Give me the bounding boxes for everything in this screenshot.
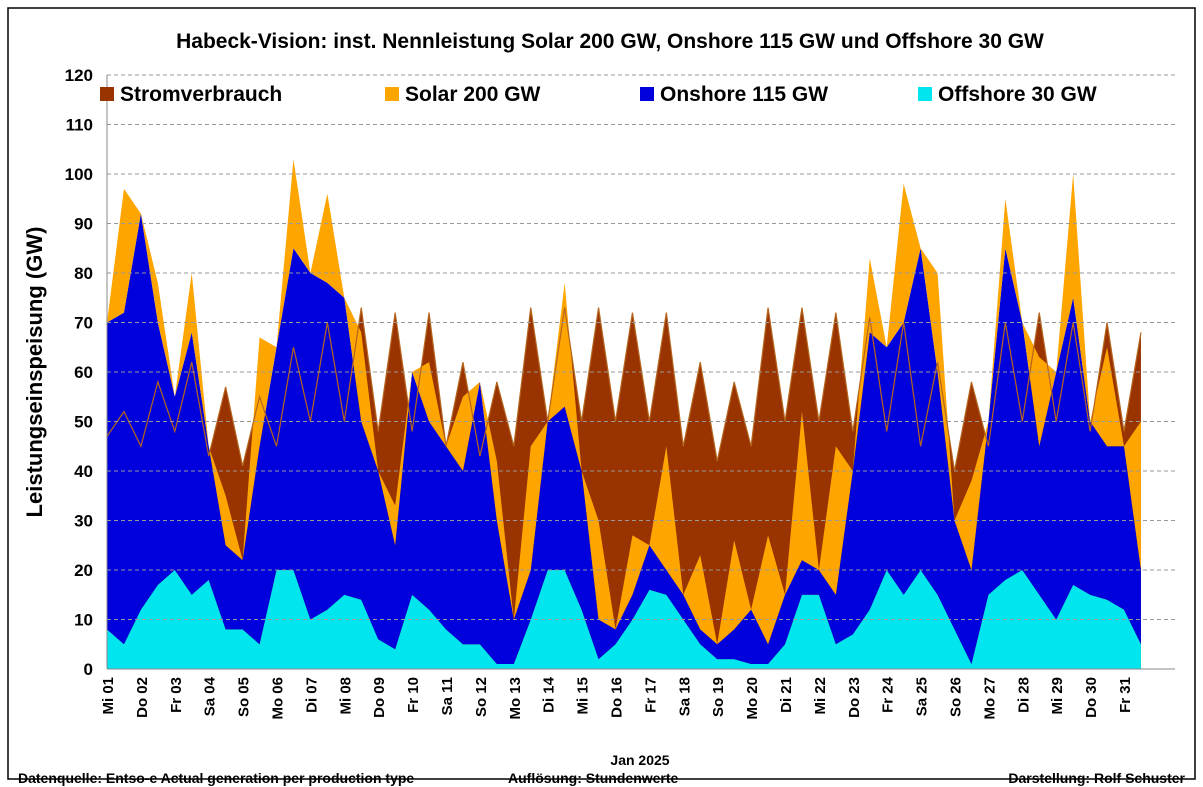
x-tick-label: Fr 10 (405, 677, 422, 713)
legend-label: Solar 200 GW (405, 83, 541, 106)
x-tick-label: Fr 24 (880, 676, 897, 713)
x-tick-label: Mi 15 (575, 677, 592, 715)
x-tick-label: Mo 27 (981, 677, 998, 720)
y-tick-label: 20 (74, 561, 93, 580)
x-tick-label: Do 23 (846, 677, 863, 718)
x-tick-label: So 12 (473, 677, 490, 717)
y-tick-label: 80 (74, 264, 93, 283)
y-tick-label: 50 (74, 413, 93, 432)
y-tick-label: 110 (66, 116, 93, 135)
x-tick-label: Mi 22 (812, 677, 829, 715)
x-tick-label: Mi 29 (1049, 677, 1066, 715)
x-tick-label: Mi 08 (337, 677, 354, 715)
x-tick-label: Di 28 (1015, 677, 1032, 713)
x-tick-label: Sa 18 (676, 677, 693, 716)
x-tick-label: Do 16 (609, 677, 626, 718)
y-tick-label: 100 (65, 165, 93, 184)
consumption-line (106, 307, 1142, 472)
legend-swatch (918, 87, 932, 101)
x-tick-label: Fr 31 (1117, 677, 1134, 713)
legend-label: Stromverbrauch (120, 83, 282, 106)
x-tick-label: So 19 (710, 677, 727, 717)
stacked-area (107, 213, 1141, 665)
x-tick-label: Mo 06 (270, 677, 287, 720)
x-tick-label: Mi 01 (100, 677, 117, 715)
chart-title: Habeck-Vision: inst. Nennleistung Solar … (176, 30, 1044, 53)
y-tick-label: 10 (74, 611, 93, 630)
x-tick-label: Do 09 (371, 677, 388, 718)
x-axis-label: Jan 2025 (610, 752, 669, 768)
x-tick-label: Mo 13 (507, 677, 524, 720)
x-tick-label: Sa 04 (202, 676, 219, 716)
x-tick-label: Di 07 (303, 677, 320, 713)
stacked-area (107, 570, 1141, 669)
y-tick-label: 30 (74, 512, 93, 531)
x-tick-label: Di 21 (778, 677, 795, 713)
x-tick-label: Fr 03 (168, 677, 185, 713)
x-tick-label: Di 14 (541, 676, 558, 713)
x-tick-label: So 05 (236, 677, 253, 717)
y-axis-label: Leistungseinspeisung (GW) (22, 227, 47, 518)
y-tick-label: 70 (74, 314, 93, 333)
legend-swatch (100, 87, 114, 101)
x-tick-label: Sa 11 (439, 677, 456, 715)
footer-resolution: Auflösung: Stundenwerte (508, 770, 679, 786)
legend-swatch (640, 87, 654, 101)
y-tick-label: 60 (74, 363, 93, 382)
x-tick-label: Fr 17 (642, 677, 659, 713)
y-tick-label: 40 (74, 462, 93, 481)
y-tick-label: 0 (84, 660, 93, 679)
footer-author: Darstellung: Rolf Schuster (1008, 770, 1185, 786)
x-tick-label: Mo 20 (744, 677, 761, 720)
legend-swatch (385, 87, 399, 101)
x-tick-label: So 26 (948, 677, 965, 717)
footer-source: Datenquelle: Entso-e Actual generation p… (18, 770, 414, 786)
y-tick-label: 90 (74, 215, 93, 234)
legend-label: Onshore 115 GW (660, 83, 828, 106)
x-tick-label: Sa 25 (914, 677, 931, 716)
y-tick-label: 120 (65, 66, 93, 85)
x-tick-label: Do 30 (1083, 677, 1100, 718)
x-tick-label: Do 02 (134, 677, 151, 718)
legend-label: Offshore 30 GW (938, 83, 1097, 106)
